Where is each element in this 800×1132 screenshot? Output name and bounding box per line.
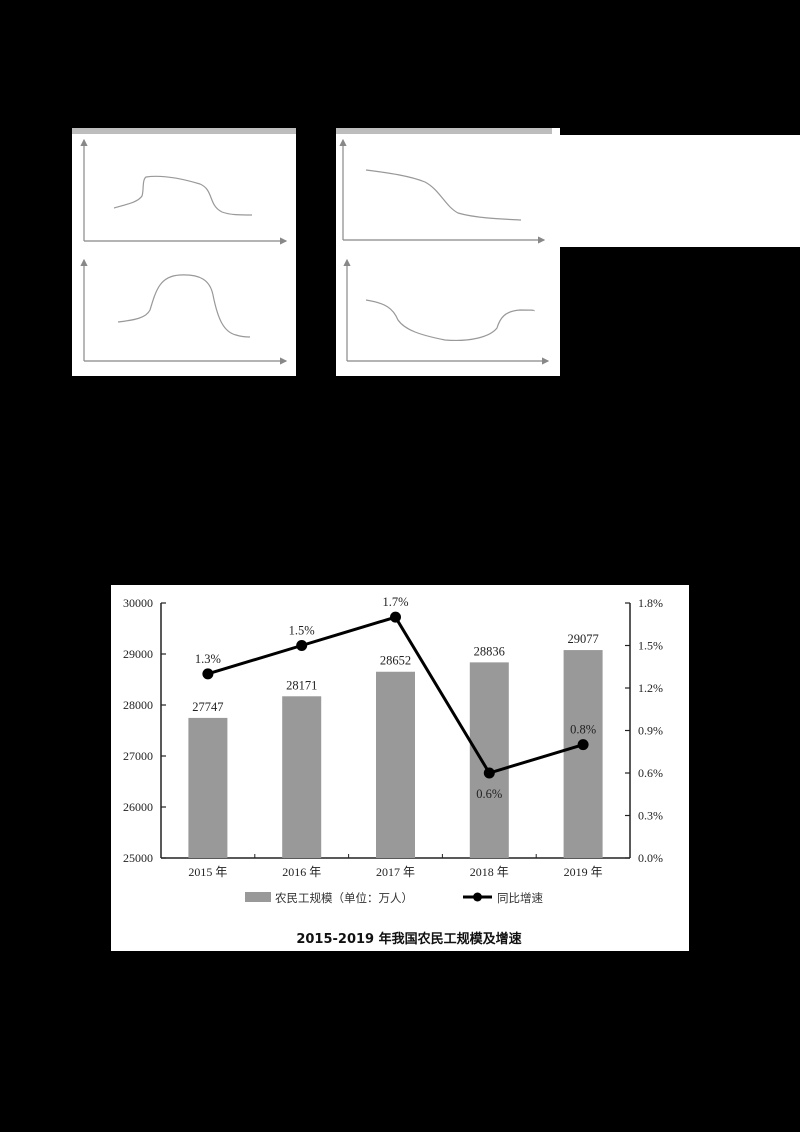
left-tick-label: 27000 — [123, 749, 153, 763]
right-tick-label: 0.9% — [638, 724, 663, 738]
x-tick-label: 2015 年 — [188, 865, 227, 879]
line-marker — [296, 640, 308, 651]
sketch-graph-b — [339, 138, 546, 244]
sketch-graph-d — [343, 258, 550, 365]
right-tick-label: 0.6% — [638, 766, 663, 780]
white-block-right — [552, 135, 800, 247]
sketch-graph-a — [80, 138, 288, 245]
line-value-label: 1.3% — [195, 652, 221, 666]
x-tick-label: 2018 年 — [470, 865, 509, 879]
left-tick-label: 29000 — [123, 647, 153, 661]
sketch-graphs — [80, 138, 550, 365]
right-tick-label: 0.3% — [638, 809, 663, 823]
legend-bar-label: 农民工规模（单位：万人） — [275, 891, 413, 905]
bar-value-label: 28171 — [286, 678, 317, 692]
bar-value-label: 27747 — [192, 700, 223, 714]
curve-c — [117, 274, 251, 338]
legend-line-marker-icon — [473, 892, 482, 902]
right-tick-label: 1.5% — [638, 639, 663, 653]
line-marker — [577, 739, 589, 751]
right-tick-label: 0.0% — [638, 851, 663, 865]
x-tick-label: 2019 年 — [564, 865, 603, 879]
curve-a — [113, 175, 253, 216]
curve-b — [365, 169, 522, 221]
sketch-graph-c — [80, 258, 288, 365]
legend: 农民工规模（单位：万人） 同比增速 — [245, 891, 543, 905]
sketch-header-strip-right — [336, 128, 552, 134]
left-tick-label: 28000 — [123, 698, 153, 712]
bar-value-label: 28836 — [474, 644, 505, 658]
line-series: 1.3% 1.5% 1.7% 0.6% 0.8% — [195, 595, 596, 801]
right-tick-label: 1.2% — [638, 681, 663, 695]
left-tick-label: 30000 — [123, 596, 153, 610]
line-value-label: 1.7% — [382, 595, 408, 609]
right-y-axis: 1.8% 1.5% 1.2% 0.9% 0.6% 0.3% 0.0% — [625, 596, 663, 865]
legend-bar-swatch — [245, 892, 271, 902]
curve-d — [365, 299, 535, 342]
bar — [563, 650, 603, 858]
line-value-label: 0.8% — [570, 723, 596, 737]
legend-line-label: 同比增速 — [497, 891, 543, 905]
sketch-header-strip-left — [72, 128, 296, 134]
line-marker — [202, 668, 214, 680]
bar — [188, 717, 228, 858]
bar-value-label: 28652 — [380, 654, 411, 668]
line-marker — [483, 767, 495, 779]
line-value-label: 0.6% — [476, 787, 502, 801]
left-tick-label: 25000 — [123, 851, 153, 865]
line-marker — [390, 611, 401, 623]
right-tick-label: 1.8% — [638, 596, 663, 610]
sketch-panel-right — [336, 128, 560, 376]
chart-title: 2015-2019 年我国农民工规模及增速 — [296, 931, 521, 947]
x-axis-labels: 2015 年 2016 年 2017 年 2018 年 2019 年 — [188, 865, 602, 879]
bar — [282, 696, 322, 858]
x-tick-label: 2017 年 — [376, 865, 415, 879]
left-tick-label: 26000 — [123, 800, 153, 814]
bar — [469, 662, 509, 858]
bar — [376, 671, 415, 858]
x-tick-label: 2016 年 — [282, 865, 321, 879]
bar-value-label: 29077 — [567, 632, 598, 646]
line-value-label: 1.5% — [289, 624, 315, 638]
bar-series: 27747 28171 28652 28836 29077 — [188, 632, 603, 858]
sketch-panel-left — [72, 128, 296, 376]
